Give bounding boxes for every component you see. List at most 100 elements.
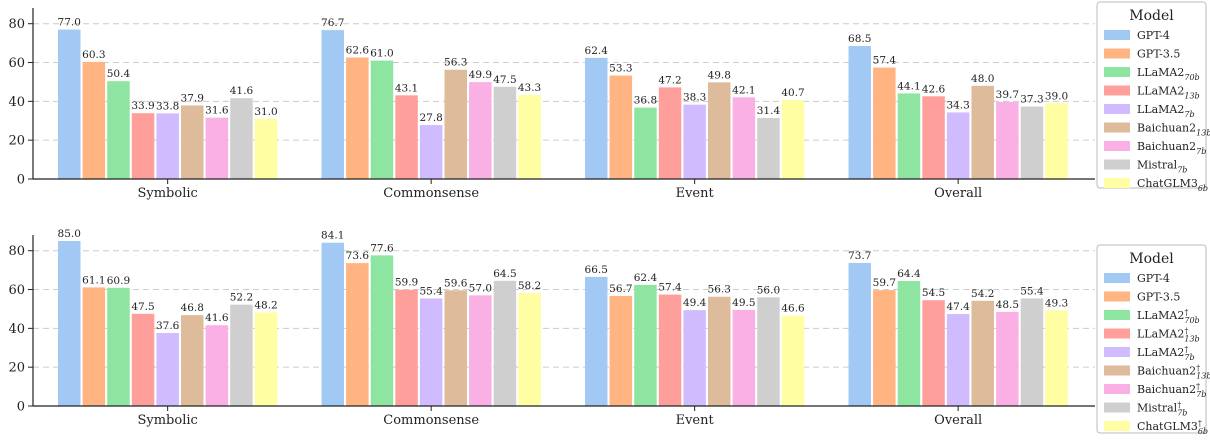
- bar: [971, 300, 994, 406]
- data-label: 39.7: [996, 89, 1019, 101]
- x-tick-label: Overall: [934, 186, 982, 201]
- data-label: 49.3: [1045, 297, 1068, 309]
- bar: [732, 309, 756, 406]
- bar: [609, 75, 633, 179]
- data-label: 48.0: [971, 73, 994, 85]
- legend-swatch: [1104, 122, 1130, 133]
- data-label: 39.0: [1045, 90, 1068, 102]
- data-label: 46.8: [181, 302, 204, 314]
- data-label: 43.3: [518, 82, 541, 94]
- legend-entry: Baichuan213b: [1137, 122, 1210, 138]
- data-label: 59.9: [395, 277, 418, 289]
- data-label: 33.9: [131, 100, 154, 112]
- bar: [254, 312, 278, 406]
- data-label: 58.2: [518, 280, 541, 292]
- legend-swatch: [1104, 48, 1130, 59]
- bar: [156, 333, 179, 406]
- bar: [370, 60, 394, 179]
- data-label: 46.6: [781, 303, 805, 315]
- x-tick-label: Event: [676, 413, 715, 428]
- bar: [346, 263, 369, 406]
- bar: [205, 117, 229, 179]
- data-label: 85.0: [58, 228, 81, 240]
- legend-entry: LLaMA213b: [1137, 85, 1200, 101]
- bar: [254, 118, 278, 179]
- bar: [732, 97, 756, 179]
- x-tick-label: Symbolic: [137, 186, 197, 201]
- bar: [946, 313, 970, 406]
- data-label: 66.5: [585, 264, 608, 276]
- y-tick-label: 80: [8, 244, 25, 259]
- bar: [585, 57, 608, 179]
- bar: [683, 104, 706, 179]
- legend-swatch: [1104, 85, 1130, 96]
- data-label: 62.4: [585, 45, 609, 57]
- legend-swatch: [1104, 328, 1130, 339]
- data-label: 61.1: [82, 274, 105, 286]
- legend-entry: ChatGLM36b: [1137, 177, 1208, 193]
- bar: [493, 280, 517, 406]
- bar: [230, 98, 253, 179]
- data-label: 54.5: [922, 287, 945, 299]
- legend-entry: Mistral† 7b: [1137, 401, 1187, 418]
- legend-entry: LLaMA2† 13b: [1137, 327, 1200, 344]
- data-label: 53.3: [609, 63, 632, 75]
- data-label: 64.4: [897, 268, 921, 280]
- legend-entry: GPT-4: [1137, 29, 1170, 42]
- legend-swatch: [1104, 310, 1130, 320]
- data-label: 62.6: [346, 44, 370, 56]
- y-tick-label: 60: [8, 56, 25, 71]
- bar: [585, 276, 608, 406]
- legend-entry: Baichuan2† 7b: [1137, 382, 1206, 399]
- bar: [346, 57, 369, 179]
- y-tick-label: 40: [8, 322, 25, 337]
- legend-entry: GPT-4: [1137, 272, 1170, 285]
- data-label: 49.4: [683, 297, 707, 309]
- legend-swatch: [1104, 67, 1130, 77]
- legend-entry: GPT-3.5: [1137, 48, 1180, 61]
- bar: [58, 241, 81, 406]
- legend-swatch: [1104, 159, 1130, 170]
- bar: [658, 294, 682, 406]
- data-label: 84.1: [321, 230, 344, 242]
- data-label: 77.0: [58, 17, 81, 29]
- data-label: 76.7: [321, 17, 344, 29]
- bar: [444, 69, 467, 179]
- bar: [181, 315, 204, 406]
- data-label: 34.3: [946, 99, 969, 111]
- data-label: 38.3: [683, 92, 706, 104]
- data-label: 49.5: [732, 297, 755, 309]
- data-label: 60.3: [82, 49, 105, 61]
- legend-swatch: [1104, 402, 1130, 413]
- data-label: 41.6: [205, 312, 229, 324]
- bar: [58, 29, 81, 179]
- data-label: 52.2: [230, 292, 253, 304]
- bar: [156, 113, 179, 179]
- y-tick-label: 20: [8, 361, 25, 376]
- data-label: 56.7: [609, 283, 632, 295]
- data-label: 54.2: [971, 288, 994, 300]
- data-label: 31.6: [205, 105, 229, 117]
- data-label: 33.8: [156, 100, 179, 112]
- bar: [107, 81, 130, 179]
- bar: [1045, 103, 1068, 179]
- bar: [873, 290, 896, 406]
- data-label: 44.1: [897, 80, 920, 92]
- data-label: 55.4: [419, 285, 443, 297]
- legend-swatch: [1104, 30, 1130, 40]
- y-tick-label: 60: [8, 283, 25, 298]
- bar: [922, 300, 945, 406]
- chart-panel-1: 0 20 40 60 80 77.0 60.350.4 33.9 33.837.931.641.…: [8, 1, 1210, 201]
- legend-entry: GPT-3.5: [1137, 291, 1180, 304]
- legend-title: Model: [1129, 8, 1174, 24]
- bar: [82, 61, 106, 179]
- bar: [419, 298, 443, 406]
- data-label: 40.7: [781, 87, 804, 99]
- bar: [781, 99, 805, 179]
- legend-swatch: [1104, 421, 1130, 431]
- data-label: 61.0: [370, 48, 393, 60]
- bar: [321, 242, 344, 406]
- data-label: 49.8: [708, 69, 731, 81]
